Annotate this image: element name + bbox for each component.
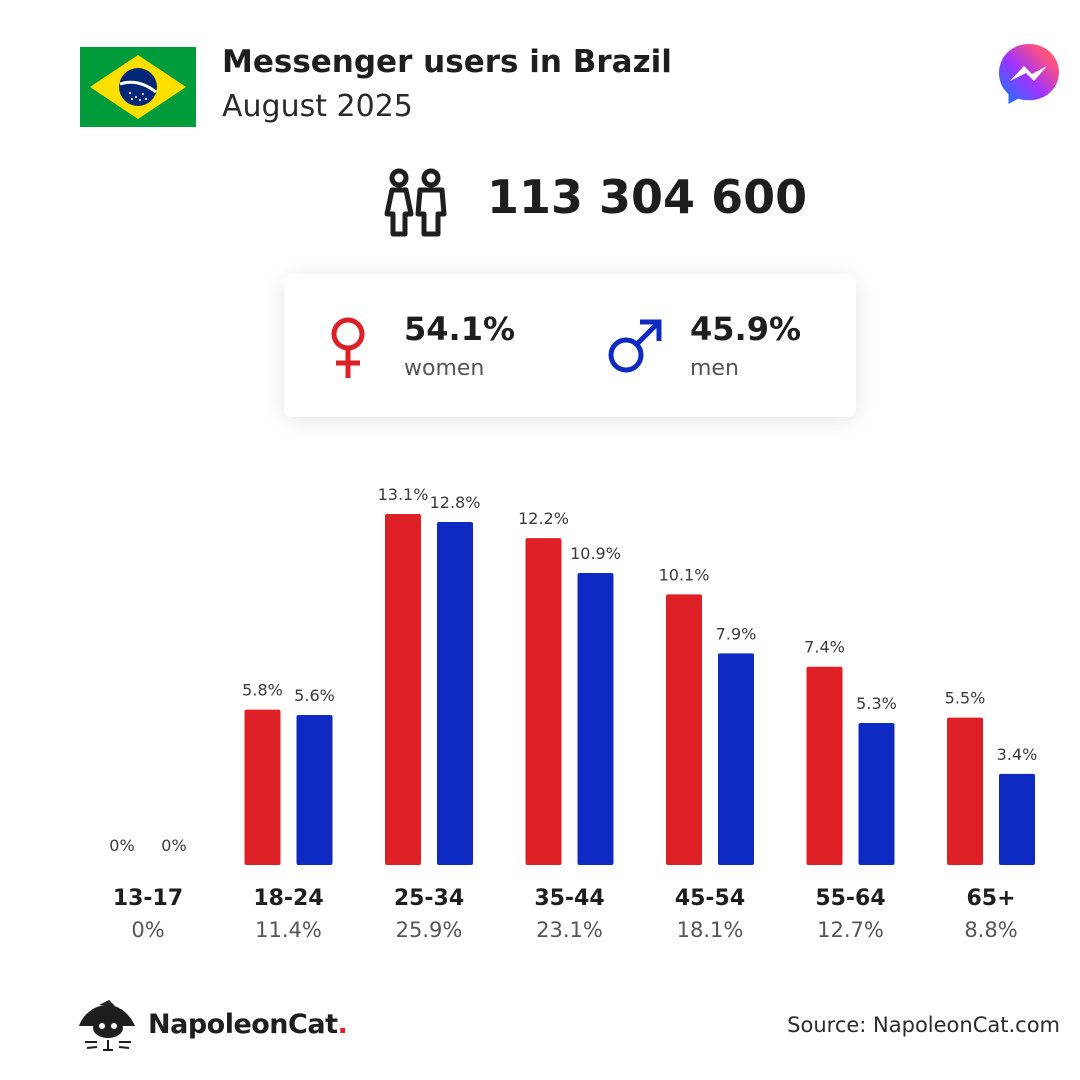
age-gender-bar-chart: 0% 0% 13-17 0% 5.8% 5.6% 18-24 11.4% 13.1% 12.8% 2… — [109, 485, 1038, 942]
bar-65+-s1 — [999, 773, 1035, 865]
bar-label-55-64-s1: 5.3% — [856, 694, 897, 713]
bar-45-54-s0 — [666, 594, 702, 865]
group-total-55-64: 12.7% — [817, 918, 884, 942]
source-credit: Source: NapoleonCat.com — [787, 1013, 1060, 1037]
bar-label-45-54-s1: 7.9% — [716, 624, 757, 643]
group-total-45-54: 18.1% — [677, 918, 744, 942]
group-total-35-44: 23.1% — [536, 918, 603, 942]
bar-65+-s0 — [947, 717, 983, 865]
bar-label-65+-s0: 5.5% — [945, 689, 986, 708]
category-label-55-64: 55-64 — [815, 886, 885, 911]
bar-label-55-64-s0: 7.4% — [804, 638, 845, 657]
bar-55-64-s0 — [806, 666, 843, 865]
bar-label-25-34-s1: 12.8% — [430, 493, 481, 512]
brazil-flag-icon — [80, 47, 196, 127]
category-label-25-34: 25-34 — [394, 886, 464, 911]
bar-label-18-24-s0: 5.8% — [242, 681, 283, 700]
female-icon — [331, 317, 365, 378]
bar-label-65+-s1: 3.4% — [997, 745, 1038, 764]
men-label: men — [690, 356, 739, 381]
bar-35-44-s1 — [577, 572, 614, 865]
bar-label-13-17-s1: 0% — [161, 836, 186, 855]
category-label-13-17: 13-17 — [113, 886, 183, 911]
page-title: Messenger users in Brazil — [222, 44, 672, 80]
bar-25-34-s1 — [437, 522, 473, 865]
messenger-logo-icon — [999, 44, 1059, 104]
gender-card: 54.1% women 45.9% men — [284, 274, 856, 417]
bar-label-25-34-s0: 13.1% — [378, 485, 429, 504]
group-total-25-34: 25.9% — [396, 918, 463, 942]
group-total-65+: 8.8% — [964, 918, 1017, 942]
category-label-45-54: 45-54 — [675, 886, 745, 911]
women-pct: 54.1% — [404, 310, 516, 348]
bar-18-24-s1 — [296, 714, 333, 865]
category-label-65+: 65+ — [966, 886, 1015, 911]
men-pct: 45.9% — [690, 310, 802, 348]
brand-text: NapoleonCat — [148, 1009, 338, 1040]
bar-25-34-s0 — [385, 514, 421, 865]
bar-35-44-s0 — [525, 538, 562, 865]
bar-45-54-s1 — [718, 653, 754, 865]
group-total-18-24: 11.4% — [255, 918, 322, 942]
group-total-13-17: 0% — [131, 918, 164, 942]
napoleoncat-logo-icon — [79, 1000, 135, 1051]
bar-label-35-44-s1: 10.9% — [570, 544, 621, 563]
bar-18-24-s0 — [244, 709, 281, 865]
users-icon — [384, 168, 447, 237]
male-icon — [608, 319, 662, 373]
total-users: 113 304 600 — [487, 170, 808, 224]
bar-55-64-s1 — [858, 722, 895, 865]
bar-label-18-24-s1: 5.6% — [294, 686, 335, 705]
bar-label-45-54-s0: 10.1% — [659, 565, 710, 584]
bar-label-13-17-s0: 0% — [109, 836, 134, 855]
bar-label-35-44-s0: 12.2% — [518, 509, 569, 528]
brand-name: NapoleonCat. — [148, 1009, 348, 1040]
category-label-35-44: 35-44 — [534, 886, 604, 911]
category-label-18-24: 18-24 — [253, 886, 323, 911]
brand-dot: . — [337, 1009, 348, 1040]
page-subtitle: August 2025 — [222, 89, 413, 124]
women-label: women — [404, 356, 485, 381]
